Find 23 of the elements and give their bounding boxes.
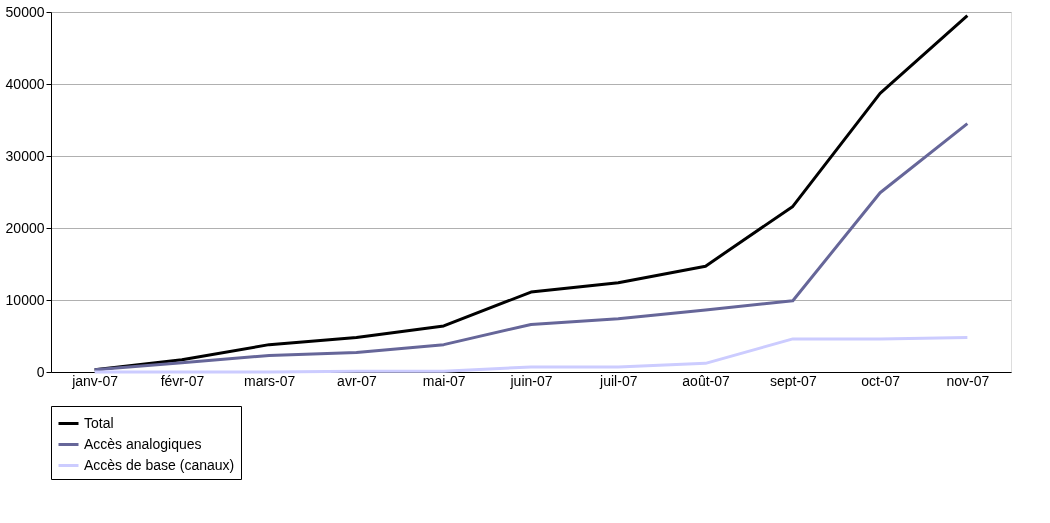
y-tick-label: 20000 [5,219,45,236]
x-tick-label: juin-07 [509,372,553,389]
y-tick-label: 10000 [5,291,45,308]
x-tick-label: mai-07 [422,372,466,389]
x-tick-label: juil-07 [599,372,638,389]
x-tick-label: août-07 [682,372,730,389]
x-tick-label: mars-07 [244,372,296,389]
line-series [93,14,969,372]
y-tick-label: 50000 [5,3,45,20]
x-tick-label: avr-07 [337,372,378,389]
y-tick-label: 30000 [5,147,45,164]
legend-label: Total [84,414,114,431]
legend-label: Accès analogiques [84,435,202,452]
y-tick-label: 0 [36,363,45,380]
x-tick-label: nov-07 [946,372,990,389]
line-series [93,335,969,374]
line-series [93,122,969,372]
legend-label: Accès de base (canaux) [84,456,235,473]
x-tick-label: oct-07 [861,372,901,389]
x-tick-label: févr-07 [160,372,205,389]
y-tick-label: 40000 [5,75,45,92]
x-tick-label: sept-07 [769,372,817,389]
x-tick-label: janv-07 [71,372,119,389]
